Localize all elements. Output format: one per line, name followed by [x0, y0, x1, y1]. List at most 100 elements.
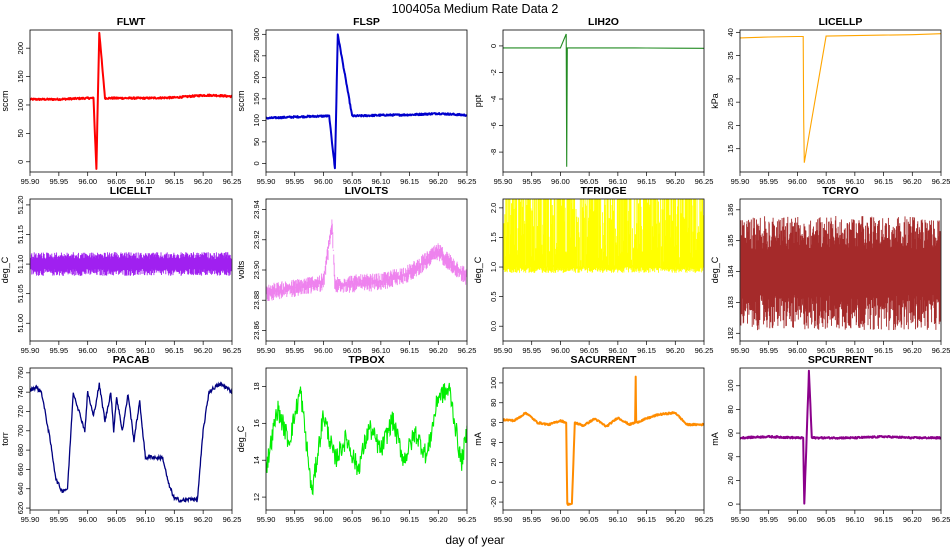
panel-ylabel: torr [0, 432, 10, 446]
panel-frame [265, 29, 468, 173]
y-tick-label: 16 [252, 419, 261, 427]
x-tick-label: 96.10 [371, 515, 390, 524]
panel-title: SPCURRENT [808, 354, 874, 366]
panel-lih2o: LIH2O ppt 95.90 95.95 96.00 96.05 96.10 96.15 96… [473, 16, 713, 186]
x-tick-label: 96.00 [78, 515, 97, 524]
panel-frame [739, 29, 942, 173]
x-tick-label: 95.90 [257, 515, 276, 524]
x-tick-label: 96.25 [932, 515, 950, 524]
y-tick-label: 12 [252, 493, 261, 501]
panel-frame [739, 367, 942, 511]
panel-series [30, 252, 232, 276]
panel-flwt: FLWT sccm 95.90 95.95 96.00 96.05 96.10 96.15 96… [0, 16, 241, 186]
y-tick-label: 51.15 [16, 225, 25, 244]
y-tick-label: 0 [489, 480, 498, 484]
panel-ylabel: sccm [0, 91, 10, 112]
x-tick-label: 96.05 [343, 515, 362, 524]
x-tick-label: 95.95 [49, 177, 68, 186]
x-tick-label: 95.95 [522, 177, 541, 186]
y-tick-label: 1.0 [489, 262, 498, 272]
y-tick-label: 23.86 [252, 321, 261, 340]
panel-series [266, 33, 467, 170]
x-tick-label: 96.20 [903, 515, 922, 524]
y-tick-label: 40 [726, 28, 735, 36]
y-tick-label: 1.5 [489, 232, 498, 242]
panel-licellp: LICELLP kPa 95.90 95.95 96.00 96.05 96.10 96.15… [710, 16, 950, 186]
x-tick-label: 95.90 [731, 177, 750, 186]
y-tick-label: 60 [726, 429, 735, 437]
x-tick-label: 96.00 [551, 346, 570, 355]
y-tick-label: 660 [16, 463, 25, 476]
x-tick-label: 96.05 [107, 515, 126, 524]
y-tick-label: 18 [252, 382, 261, 390]
y-tick-label: 182 [726, 327, 735, 340]
y-tick-label: 51.00 [16, 314, 25, 333]
panel-ylabel: sccm [236, 91, 246, 112]
panel-tcryo: TCRYO deg_C 95.90 95.95 96.00 96.05 96.10 96.15… [710, 185, 950, 355]
y-tick-label: 30 [726, 75, 735, 83]
x-tick-label: 96.20 [903, 177, 922, 186]
x-tick-label: 96.20 [194, 515, 213, 524]
y-tick-label: 620 [16, 502, 25, 515]
x-tick-label: 96.15 [400, 177, 419, 186]
y-tick-label: 23.90 [252, 261, 261, 280]
y-tick-label: -20 [489, 497, 498, 508]
panel-frame [502, 198, 705, 342]
panel-frame [502, 367, 705, 511]
x-tick-label: 96.10 [371, 177, 390, 186]
series-line [30, 381, 232, 504]
y-tick-label: 80 [726, 405, 735, 413]
y-tick-label: 80 [489, 399, 498, 407]
x-tick-label: 95.90 [21, 346, 40, 355]
x-tick-label: 96.15 [400, 346, 419, 355]
x-tick-label: 95.90 [21, 177, 40, 186]
y-tick-label: 20 [726, 121, 735, 129]
x-tick-label: 96.10 [845, 177, 864, 186]
panel-title: LICELLT [110, 185, 153, 197]
x-tick-label: 96.05 [580, 515, 599, 524]
x-tick-label: 96.00 [314, 515, 333, 524]
x-tick-label: 96.15 [400, 515, 419, 524]
x-tick-label: 96.20 [194, 346, 213, 355]
panel-ylabel: deg_C [0, 256, 10, 283]
panel-title: FLSP [353, 16, 380, 28]
panel-title: FLWT [117, 16, 146, 28]
x-tick-label: 96.00 [78, 346, 97, 355]
panel-ylabel: deg_C [710, 256, 720, 283]
y-tick-label: 35 [726, 51, 735, 59]
x-tick-label: 96.00 [551, 515, 570, 524]
y-tick-label: 640 [16, 482, 25, 495]
x-tick-label: 96.25 [695, 515, 714, 524]
x-tick-label: 96.05 [343, 346, 362, 355]
x-tick-label: 95.95 [49, 346, 68, 355]
x-tick-label: 96.05 [580, 177, 599, 186]
y-tick-label: 60 [489, 418, 498, 426]
x-tick-label: 95.95 [759, 177, 778, 186]
panel-frame [29, 29, 233, 173]
x-tick-label: 96.15 [874, 515, 893, 524]
x-tick-label: 96.25 [932, 177, 950, 186]
x-tick-label: 96.15 [874, 346, 893, 355]
panel-flsp: FLSP sccm 95.90 95.95 96.00 96.05 96.10 96.15 96… [236, 16, 476, 186]
series-line [503, 375, 704, 506]
panel-title: LIH2O [588, 16, 619, 28]
series-line [740, 33, 941, 163]
x-tick-label: 95.90 [494, 515, 513, 524]
panel-livolts: LIVOLTS volts 95.90 95.95 96.00 96.05 96.10 96.… [236, 185, 476, 355]
x-tick-label: 96.15 [165, 515, 184, 524]
x-tick-label: 96.00 [788, 515, 807, 524]
panel-series [740, 369, 941, 505]
series-noise [503, 199, 704, 273]
x-tick-label: 95.95 [522, 346, 541, 355]
panel-ylabel: kPa [710, 93, 720, 109]
x-tick-label: 95.95 [285, 515, 304, 524]
x-tick-label: 96.00 [314, 177, 333, 186]
y-tick-label: 14 [252, 456, 261, 464]
x-tick-label: 96.05 [580, 346, 599, 355]
x-tick-label: 95.90 [257, 346, 276, 355]
x-tick-label: 95.90 [21, 515, 40, 524]
x-tick-label: 96.05 [107, 177, 126, 186]
x-tick-label: 96.20 [194, 177, 213, 186]
y-tick-label: 185 [726, 234, 735, 247]
panel-frame [739, 198, 942, 342]
